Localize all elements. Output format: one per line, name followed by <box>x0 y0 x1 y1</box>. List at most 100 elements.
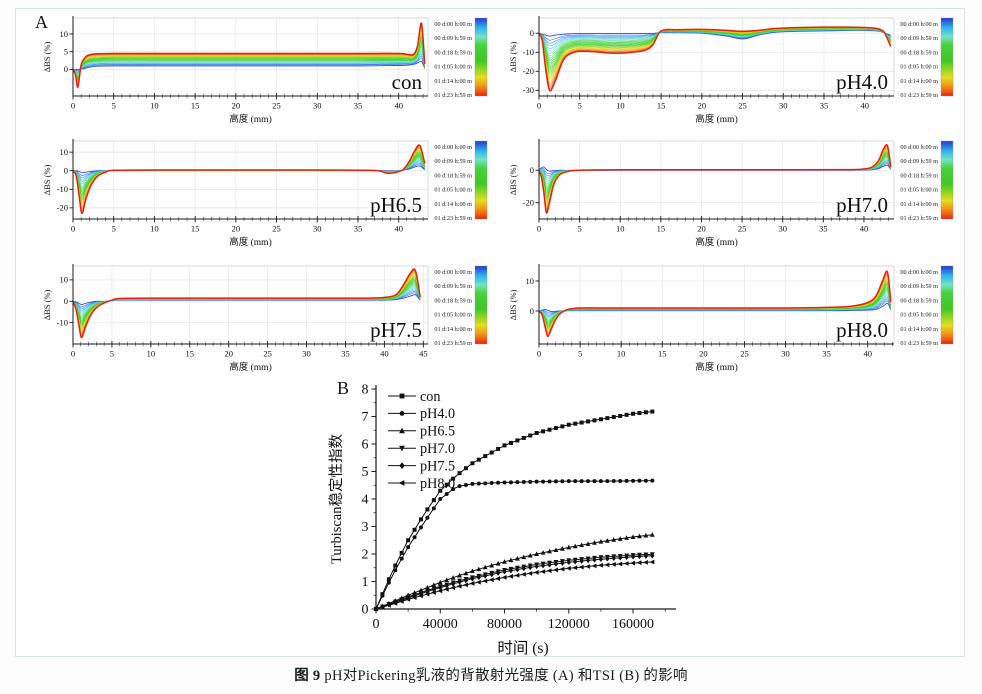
svg-text:40: 40 <box>394 101 403 111</box>
svg-text:25: 25 <box>272 101 281 111</box>
svg-text:35: 35 <box>354 101 363 111</box>
svg-text:25: 25 <box>272 224 281 234</box>
svg-text:00 d:09 h:59 m: 00 d:09 h:59 m <box>900 35 938 42</box>
svg-text:0: 0 <box>530 28 534 38</box>
svg-text:10: 10 <box>617 349 626 359</box>
svg-text:10: 10 <box>526 276 535 286</box>
subplot-ph8-0: 10 0 0 5 10 15 20 25 30 35 40 ΔBS (%) 高度 (mm) pH8.0 00… <box>494 260 954 376</box>
svg-text:7: 7 <box>362 410 369 425</box>
svg-text:0: 0 <box>71 349 75 359</box>
svg-text:20: 20 <box>224 349 233 359</box>
subplot-ph7-5: 10 0 -10 0 5 10 15 20 25 30 35 40 45 ΔBS (%) 高度 (mm) pH… <box>28 260 488 376</box>
svg-text:-30: -30 <box>523 85 534 95</box>
chart-con: 0 5 10 0 5 10 15 20 25 30 35 40 ΔBS (%) 高度 (mm) con 00 … <box>42 16 488 125</box>
svg-text:pH7.5: pH7.5 <box>370 318 422 342</box>
svg-text:01 d:23 h:59 m: 01 d:23 h:59 m <box>434 92 472 99</box>
subplot-con: 0 5 10 0 5 10 15 20 25 30 35 40 ΔBS (%) 高度 (mm) con 00 … <box>28 12 488 128</box>
svg-text:30: 30 <box>313 224 322 234</box>
chart-ph70: 0 -20 0 5 10 15 20 25 30 35 40 ΔBS (%) 高度 (mm) pH7.0 0… <box>508 139 954 248</box>
svg-text:00 d:18 h:59 m: 00 d:18 h:59 m <box>434 49 472 56</box>
svg-text:15: 15 <box>191 101 200 111</box>
svg-text:40: 40 <box>860 224 869 234</box>
svg-text:20: 20 <box>698 101 707 111</box>
svg-text:160000: 160000 <box>612 617 654 632</box>
svg-text:0: 0 <box>64 296 68 306</box>
svg-text:0: 0 <box>71 224 75 234</box>
svg-text:40000: 40000 <box>423 617 458 632</box>
svg-text:ΔBS (%): ΔBS (%) <box>508 164 518 195</box>
svg-text:20: 20 <box>697 224 706 234</box>
svg-text:25: 25 <box>738 101 747 111</box>
svg-text:00 d:09 h:59 m: 00 d:09 h:59 m <box>434 35 472 42</box>
svg-text:00 d:00 h:00 m: 00 d:00 h:00 m <box>900 21 938 28</box>
svg-text:5: 5 <box>577 224 581 234</box>
svg-text:高度 (mm): 高度 (mm) <box>229 113 271 125</box>
svg-text:01 d:14 h:00 m: 01 d:14 h:00 m <box>900 201 938 208</box>
svg-text:15: 15 <box>657 224 666 234</box>
svg-text:01 d:23 h:59 m: 01 d:23 h:59 m <box>434 340 472 347</box>
svg-text:10: 10 <box>147 349 156 359</box>
svg-text:00 d:00 h:00 m: 00 d:00 h:00 m <box>900 144 938 151</box>
svg-text:0: 0 <box>530 165 534 175</box>
svg-text:15: 15 <box>186 349 195 359</box>
svg-text:30: 30 <box>781 349 790 359</box>
svg-text:Turbiscan稳定性指数: Turbiscan稳定性指数 <box>328 434 345 564</box>
svg-text:高度 (mm): 高度 (mm) <box>229 361 271 373</box>
svg-text:01 d:05 h:00 m: 01 d:05 h:00 m <box>900 312 938 319</box>
svg-text:10: 10 <box>616 224 625 234</box>
caption-number: 图 9 <box>294 668 321 684</box>
chart-ph75: 10 0 -10 0 5 10 15 20 25 30 35 40 45 ΔBS (%) 高度 (mm) pH… <box>42 264 488 373</box>
svg-text:-10: -10 <box>523 47 534 57</box>
svg-text:25: 25 <box>263 349 272 359</box>
svg-text:5: 5 <box>110 349 114 359</box>
svg-text:01 d:14 h:00 m: 01 d:14 h:00 m <box>900 78 938 85</box>
svg-text:5: 5 <box>578 101 582 111</box>
svg-text:40: 40 <box>860 101 869 111</box>
svg-text:35: 35 <box>341 349 350 359</box>
svg-text:80000: 80000 <box>487 617 522 632</box>
svg-text:10: 10 <box>60 29 69 39</box>
svg-text:01 d:23 h:59 m: 01 d:23 h:59 m <box>900 340 938 347</box>
svg-text:时间 (s): 时间 (s) <box>497 639 548 657</box>
svg-text:5: 5 <box>578 349 582 359</box>
svg-text:00 d:18 h:59 m: 00 d:18 h:59 m <box>900 49 938 56</box>
svg-text:00 d:18 h:59 m: 00 d:18 h:59 m <box>900 297 938 304</box>
svg-text:25: 25 <box>740 349 749 359</box>
svg-text:ΔBS (%): ΔBS (%) <box>508 289 518 320</box>
svg-text:0: 0 <box>537 349 541 359</box>
svg-text:01 d:14 h:00 m: 01 d:14 h:00 m <box>900 326 938 333</box>
svg-text:01 d:23 h:59 m: 01 d:23 h:59 m <box>434 215 472 222</box>
svg-text:30: 30 <box>313 101 322 111</box>
svg-text:pH8.0: pH8.0 <box>420 476 455 492</box>
svg-text:01 d:14 h:00 m: 01 d:14 h:00 m <box>434 78 472 85</box>
svg-text:10: 10 <box>60 275 69 285</box>
svg-text:01 d:05 h:00 m: 01 d:05 h:00 m <box>434 187 472 194</box>
svg-text:00 d:00 h:00 m: 00 d:00 h:00 m <box>434 144 472 151</box>
svg-text:120000: 120000 <box>548 617 590 632</box>
svg-text:35: 35 <box>822 349 831 359</box>
svg-text:6: 6 <box>362 438 369 453</box>
svg-text:0: 0 <box>537 101 541 111</box>
svg-text:00 d:18 h:59 m: 00 d:18 h:59 m <box>434 172 472 179</box>
svg-text:01 d:14 h:00 m: 01 d:14 h:00 m <box>434 326 472 333</box>
svg-text:pH6.5: pH6.5 <box>370 193 422 217</box>
svg-text:ΔBS (%): ΔBS (%) <box>508 41 518 72</box>
svg-text:5: 5 <box>362 465 369 480</box>
svg-text:-10: -10 <box>57 184 68 194</box>
svg-text:5: 5 <box>112 224 116 234</box>
svg-text:00 d:09 h:59 m: 00 d:09 h:59 m <box>900 283 938 290</box>
svg-text:0: 0 <box>373 617 380 632</box>
chart-ph65: 10 0 -10 -20 0 5 10 15 20 25 30 35 40 ΔBS (%) 高度 (mm) p… <box>42 139 488 248</box>
svg-text:ΔBS (%): ΔBS (%) <box>42 41 52 72</box>
svg-text:ΔBS (%): ΔBS (%) <box>42 164 52 195</box>
svg-text:pH8.0: pH8.0 <box>836 318 888 342</box>
svg-text:-20: -20 <box>523 66 534 76</box>
svg-text:pH7.0: pH7.0 <box>420 441 455 457</box>
svg-text:00 d:09 h:59 m: 00 d:09 h:59 m <box>434 283 472 290</box>
subplot-ph6-5: 10 0 -10 -20 0 5 10 15 20 25 30 35 40 ΔBS (%) 高度 (mm) p… <box>28 135 488 251</box>
svg-text:3: 3 <box>362 520 369 535</box>
svg-text:20: 20 <box>232 224 241 234</box>
subplot-ph4-0: 0 -10 -20 -30 0 5 10 15 20 25 30 35 40 ΔBS (%) 高度 (mm)… <box>494 12 954 128</box>
svg-text:1: 1 <box>362 575 369 590</box>
